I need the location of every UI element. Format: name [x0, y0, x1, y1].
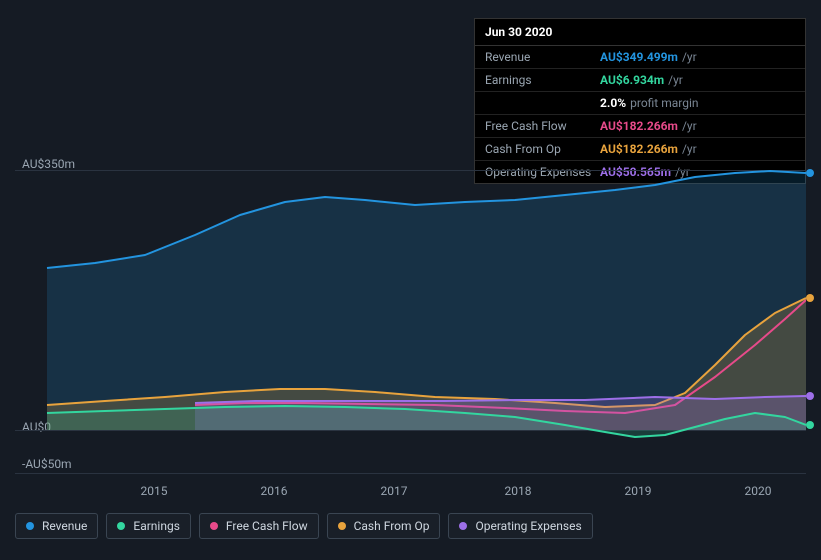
legend-item-cash-from-op[interactable]: Cash From Op — [327, 513, 441, 539]
x-axis-tick: 2017 — [381, 484, 408, 498]
series-marker-cash-from-op — [806, 294, 814, 302]
tooltip-row-suffix: /yr — [682, 142, 697, 156]
tooltip-row-label — [485, 96, 600, 110]
tooltip-row: 2.0% profit margin — [475, 92, 805, 115]
tooltip-row-value: AU$6.934m — [600, 73, 664, 87]
legend-item-operating-expenses[interactable]: Operating Expenses — [448, 513, 592, 539]
legend-item-free-cash-flow[interactable]: Free Cash Flow — [199, 513, 319, 539]
x-axis-tick: 2019 — [625, 484, 652, 498]
legend-label: Earnings — [133, 519, 180, 533]
x-axis-tick: 2018 — [505, 484, 532, 498]
x-axis-tick: 2015 — [141, 484, 168, 498]
legend-item-revenue[interactable]: Revenue — [15, 513, 98, 539]
tooltip-row-suffix: /yr — [668, 73, 683, 87]
tooltip-date: Jun 30 2020 — [475, 19, 805, 46]
x-axis-tick: 2016 — [261, 484, 288, 498]
legend-label: Cash From Op — [354, 519, 430, 533]
tooltip-row-suffix: /yr — [682, 119, 697, 133]
tooltip-row-suffix: /yr — [682, 50, 697, 64]
tooltip-row-value: AU$182.266m — [600, 142, 678, 156]
tooltip-row-label: Revenue — [485, 50, 600, 64]
legend-label: Revenue — [42, 519, 87, 533]
tooltip-row-value: AU$182.266m — [600, 119, 678, 133]
legend-dot-icon — [338, 522, 346, 530]
legend-dot-icon — [117, 522, 125, 530]
tooltip-row-label: Free Cash Flow — [485, 119, 600, 133]
tooltip-row: EarningsAU$6.934m/yr — [475, 69, 805, 92]
tooltip-row-value: 2.0% — [600, 96, 626, 110]
legend-dot-icon — [459, 522, 467, 530]
legend-dot-icon — [26, 522, 34, 530]
tooltip-row: Free Cash FlowAU$182.266m/yr — [475, 115, 805, 138]
series-marker-operating-expenses — [806, 392, 814, 400]
legend-label: Operating Expenses — [475, 519, 581, 533]
legend-item-earnings[interactable]: Earnings — [106, 513, 191, 539]
series-marker-revenue — [806, 169, 814, 177]
legend-dot-icon — [210, 522, 218, 530]
tooltip-row-value: AU$349.499m — [600, 50, 678, 64]
chart-legend: Revenue Earnings Free Cash Flow Cash From O… — [15, 513, 593, 539]
x-axis-tick: 2020 — [745, 484, 772, 498]
tooltip-row: RevenueAU$349.499m/yr — [475, 46, 805, 69]
chart-stage: Jun 30 2020 RevenueAU$349.499m/yrEarning… — [0, 0, 821, 560]
tooltip-row-label: Earnings — [485, 73, 600, 87]
tooltip-row-label: Cash From Op — [485, 142, 600, 156]
tooltip-row-suffix: profit margin — [630, 96, 698, 110]
legend-label: Free Cash Flow — [226, 519, 308, 533]
financials-chart[interactable] — [15, 155, 806, 475]
series-marker-earnings — [806, 421, 814, 429]
